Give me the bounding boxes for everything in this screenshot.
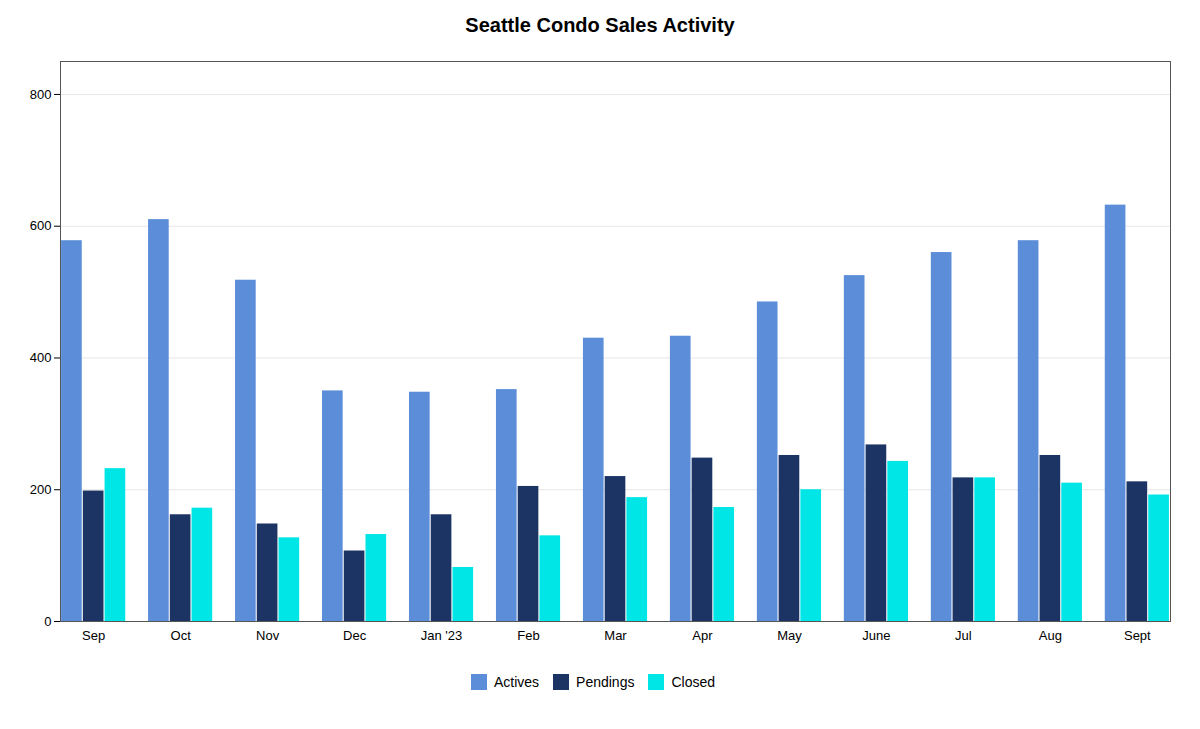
- svg-text:Oct: Oct: [171, 628, 192, 643]
- svg-text:200: 200: [30, 482, 52, 497]
- svg-text:Nov: Nov: [256, 628, 280, 643]
- svg-text:400: 400: [30, 350, 52, 365]
- svg-text:Dec: Dec: [343, 628, 367, 643]
- svg-text:Jul: Jul: [955, 628, 972, 643]
- svg-text:Apr: Apr: [692, 628, 713, 643]
- svg-text:0: 0: [44, 614, 51, 629]
- svg-text:600: 600: [30, 218, 52, 233]
- html-text:Pendings: Pendings: [576, 673, 635, 690]
- svg-text:Sep: Sep: [82, 628, 105, 643]
- svg-text:Mar: Mar: [604, 628, 627, 643]
- svg-text:800: 800: [30, 87, 52, 102]
- html-text:Closed: Closed: [671, 673, 715, 690]
- svg-text:June: June: [862, 628, 890, 643]
- svg-text:Jan '23: Jan '23: [421, 628, 463, 643]
- html-text:Seattle Condo Sales Activity: Seattle Condo Sales Activity: [465, 14, 735, 36]
- html-text:Actives: Actives: [493, 673, 540, 690]
- svg-text:Aug: Aug: [1039, 628, 1062, 643]
- svg-text:Feb: Feb: [517, 628, 539, 643]
- svg-text:Sept: Sept: [1124, 628, 1151, 643]
- svg-text:May: May: [777, 628, 802, 643]
